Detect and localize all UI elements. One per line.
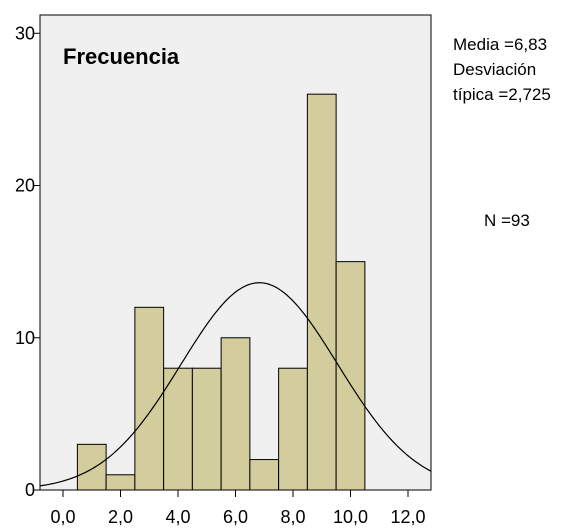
- x-tick-label-0: 0,0: [50, 507, 75, 527]
- stat-mean: Media =6,83: [453, 35, 547, 54]
- y-tick-label-3: 30: [15, 23, 35, 43]
- bar-1: [76, 443, 107, 491]
- axes-group: 0,0 2,0 4,0 6,0 8,0 10,0 12,0 0 10 20 30: [15, 14, 432, 527]
- y-tick-label-0: 0: [25, 480, 35, 500]
- stat-sd-label: Desviación: [453, 60, 536, 79]
- x-tick-label-4: 8,0: [280, 507, 305, 527]
- bars-group: [76, 93, 366, 491]
- x-tick-label-3: 6,0: [223, 507, 248, 527]
- bar-2: [105, 474, 136, 491]
- chart-title: Frecuencia: [63, 44, 180, 69]
- bar-5: [191, 367, 222, 491]
- x-tick-label-2: 4,0: [165, 507, 190, 527]
- bar-7: [249, 459, 280, 491]
- x-tick-label-1: 2,0: [108, 507, 133, 527]
- y-tick-label-2: 20: [15, 176, 35, 196]
- bar-4: [163, 367, 193, 491]
- bar-9: [306, 93, 337, 491]
- bar-10: [335, 261, 366, 491]
- x-tick-label-6: 12,0: [390, 507, 425, 527]
- bar-8: [278, 367, 308, 491]
- normal-curve: [39, 282, 432, 487]
- x-tick-label-5: 10,0: [333, 507, 368, 527]
- bar-6: [220, 337, 251, 491]
- stat-sd-value: típica =2,725: [453, 85, 551, 104]
- y-tick-label-1: 10: [15, 328, 35, 348]
- stat-n: N =93: [484, 211, 530, 230]
